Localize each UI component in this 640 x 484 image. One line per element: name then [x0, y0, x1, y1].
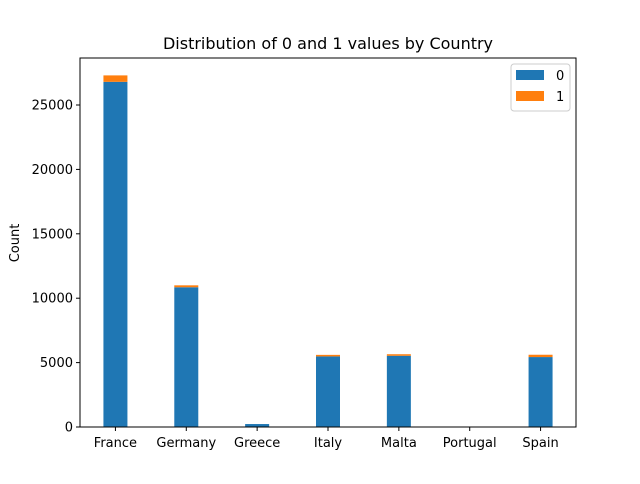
bars-layer	[103, 75, 553, 427]
x-tick-label-malta: Malta	[381, 436, 417, 451]
bar-malta-series-0	[386, 355, 411, 427]
bar-spain-series-1	[528, 354, 553, 358]
bar-spain-series-0	[528, 357, 553, 427]
legend-items: 01	[516, 69, 564, 105]
bar-italy-series-0	[316, 356, 340, 427]
x-tick-label-italy: Italy	[314, 436, 343, 451]
y-tick-label: 20000	[32, 163, 73, 178]
x-tick-label-greece: Greece	[234, 436, 280, 451]
bar-germany-series-1	[174, 285, 199, 288]
x-tick-label-france: France	[94, 436, 137, 451]
legend-label-0: 0	[556, 69, 564, 84]
chart-title: Distribution of 0 and 1 values by Countr…	[163, 34, 493, 53]
y-tick-label: 15000	[32, 227, 73, 242]
x-axis-ticks: France Germany Greece Italy Malta Portugal Spa…	[94, 427, 559, 451]
legend-label-1: 1	[556, 90, 564, 105]
legend-swatch-1	[516, 91, 544, 101]
y-tick-label: 5000	[40, 356, 73, 371]
x-tick-label-spain: Spain	[522, 436, 558, 451]
legend: 01	[510, 63, 571, 112]
y-axis-ticks: 0 5000 10000 15000 20000 25000	[32, 99, 80, 436]
axes-frame	[79, 57, 577, 428]
y-axis-label: Count	[8, 224, 23, 263]
bar-france-series-0	[103, 81, 128, 427]
bar-malta-series-1	[386, 354, 411, 356]
y-tick-label: 25000	[32, 99, 73, 114]
bar-italy-series-1	[316, 354, 340, 357]
y-tick-label: 10000	[32, 292, 73, 307]
bar-france-series-1	[103, 75, 128, 82]
y-tick-label: 0	[65, 421, 73, 436]
bar-germany-series-0	[174, 287, 199, 427]
legend-swatch-0	[516, 70, 544, 80]
x-tick-label-portugal: Portugal	[443, 436, 497, 451]
bar-greece-series-0	[245, 424, 270, 427]
x-tick-label-germany: Germany	[156, 436, 216, 451]
